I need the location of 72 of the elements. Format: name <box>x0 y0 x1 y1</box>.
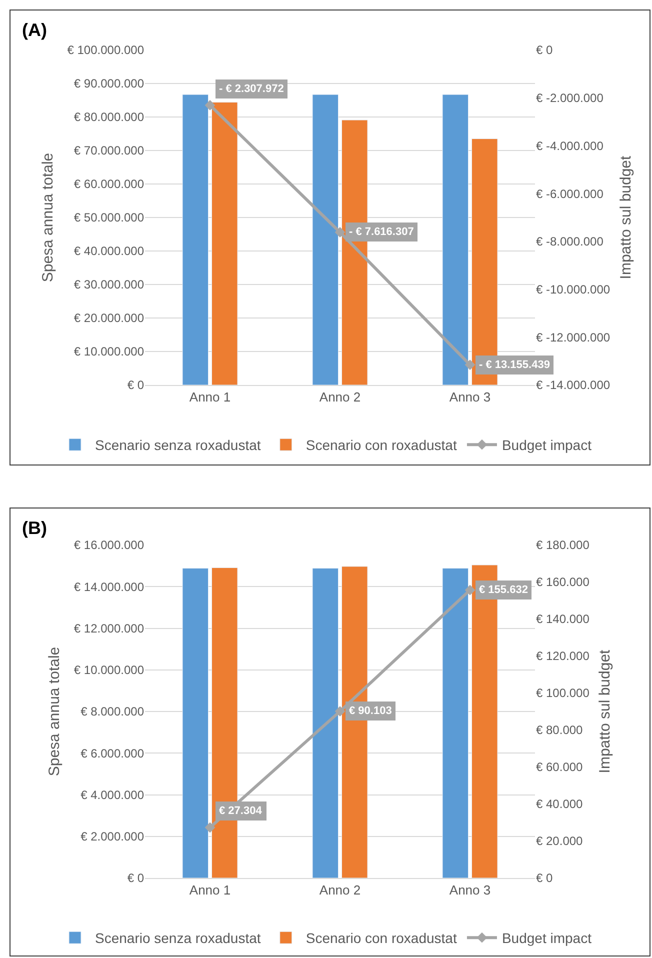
y2-tick-label: € -8.000.000 <box>536 234 604 249</box>
y2-axis-title: Impatto sul budget <box>596 648 614 774</box>
y2-tick-label: € 160.000 <box>536 575 590 590</box>
chart-title: (B) <box>22 518 47 538</box>
y2-tick-label: € 80.000 <box>536 723 584 738</box>
y-tick-label: € 14.000.000 <box>74 580 144 594</box>
y-axis-title: Spesa annua totale <box>46 646 64 776</box>
y2-tick-label: € 120.000 <box>536 649 590 664</box>
y-tick-label: € 50.000.000 <box>74 210 144 225</box>
legend-label: Scenario senza roxadustat <box>95 930 261 946</box>
y-tick-label: € 10.000.000 <box>74 663 144 678</box>
point <box>334 227 346 238</box>
data-label: - € 2.307.972 <box>219 83 284 95</box>
y2-tick-label: € 140.000 <box>536 612 590 626</box>
y-tick-label: € 16.000.000 <box>74 538 144 552</box>
y2-tick-label: € 0 <box>536 43 554 58</box>
data-label: € 90.103 <box>349 705 392 717</box>
y-tick-label: € 12.000.000 <box>74 621 144 636</box>
point <box>464 360 476 370</box>
point <box>204 100 216 110</box>
point <box>204 822 216 833</box>
y-tick-label: € 60.000.000 <box>74 177 144 192</box>
y-tick-label: € 70.000.000 <box>74 144 144 158</box>
data-label: - € 7.616.307 <box>349 226 414 238</box>
y-tick-label: € 20.000.000 <box>74 311 144 326</box>
bar <box>212 102 238 385</box>
y2-tick-label: € 60.000 <box>536 760 584 774</box>
legend-label: Scenario con roxadustat <box>306 930 457 946</box>
bar <box>182 94 208 385</box>
legend-label: Budget impact <box>502 437 592 454</box>
data-label: € 27.304 <box>219 805 263 817</box>
y2-tick-label: € 100.000 <box>536 686 590 700</box>
y-tick-label: € 40.000.000 <box>74 244 144 258</box>
y2-tick-label: € -12.000.000 <box>536 330 610 344</box>
y-tick-label: € 100.000.000 <box>67 43 144 58</box>
bar <box>442 94 468 385</box>
x-tick-label: Anno 3 <box>449 390 491 405</box>
x-tick-label: Anno 1 <box>189 390 231 405</box>
data-label: - € 13.155.439 <box>479 359 550 371</box>
y-tick-label: € 90.000.000 <box>74 76 144 91</box>
point <box>464 584 476 596</box>
x-tick-label: Anno 3 <box>449 882 491 898</box>
y2-tick-label: € -2.000.000 <box>536 91 604 106</box>
legend-label: Scenario con roxadustat <box>306 437 457 454</box>
y-tick-label: € 6.000.000 <box>80 746 144 760</box>
data-label: € 155.632 <box>479 584 528 596</box>
legend-label: Scenario senza roxadustat <box>95 437 261 454</box>
y-tick-label: € 4.000.000 <box>80 788 144 802</box>
x-tick-label: Anno 1 <box>189 882 231 898</box>
y-tick-label: € 10.000.000 <box>74 344 144 359</box>
y2-tick-label: € 180.000 <box>536 538 590 552</box>
x-tick-label: Anno 2 <box>319 390 361 405</box>
y-axis-title: Spesa annua totale <box>40 152 56 282</box>
y2-tick-label: € 40.000 <box>536 797 584 812</box>
legend-label: Budget impact <box>502 930 592 946</box>
bar <box>312 94 338 385</box>
y-tick-label: € 2.000.000 <box>80 830 144 844</box>
point <box>334 706 346 717</box>
y-tick-label: € 30.000.000 <box>74 278 144 292</box>
y-tick-label: € 0 <box>127 871 144 886</box>
y-tick-label: € 0 <box>127 378 144 392</box>
y2-tick-label: € 0 <box>536 871 554 886</box>
y2-axis-title: Impatto sul budget <box>617 154 634 280</box>
y2-tick-label: € -6.000.000 <box>536 186 604 201</box>
chart-title: (A) <box>22 20 47 40</box>
y-tick-label: € 8.000.000 <box>80 704 144 719</box>
y2-tick-label: € -14.000.000 <box>536 378 610 392</box>
y2-tick-label: € 20.000 <box>536 834 584 848</box>
y2-tick-label: € -4.000.000 <box>536 138 604 153</box>
y-tick-label: € 80.000.000 <box>74 110 144 124</box>
y2-tick-label: € -10.000.000 <box>536 282 610 296</box>
x-tick-label: Anno 2 <box>319 882 361 898</box>
